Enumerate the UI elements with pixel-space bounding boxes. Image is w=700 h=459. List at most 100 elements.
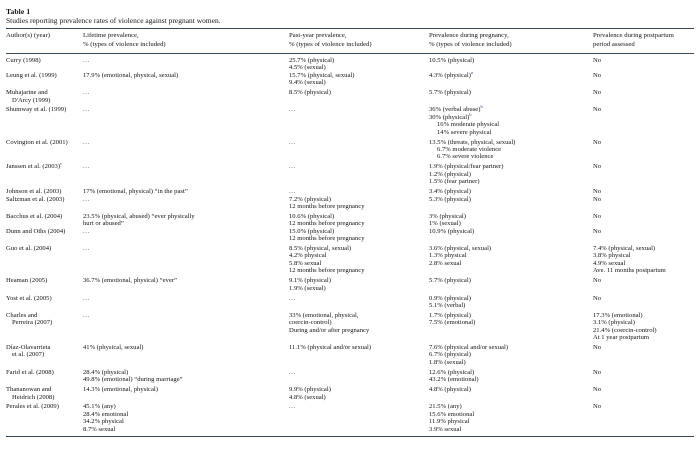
cell-lifetime-prevalence: ...: [83, 245, 289, 275]
cell-lifetime-prevalence: ...: [83, 228, 289, 243]
cell-author[interactable]: Heaman (2005): [6, 277, 83, 292]
author-citation[interactable]: Shumway et al. (1999): [6, 106, 67, 114]
cell-author[interactable]: Guo et al. (2004): [6, 245, 83, 275]
cell-pastyear-prevalence-line: 4.8% (sexual): [289, 393, 326, 401]
cell-author[interactable]: Thananowan and Heidrich (2008): [6, 386, 83, 401]
cell-pregnancy-prevalence: 10.5% (physical): [429, 53, 593, 72]
cell-pregnancy-prevalence-line: 10.5% (physical): [429, 56, 475, 64]
cell-lifetime-prevalence-line: 28.4% (physical): [83, 368, 129, 376]
author-citation[interactable]: Leung et al. (1999): [6, 71, 57, 79]
cell-author[interactable]: Saltzman et al. (2003): [6, 196, 83, 211]
author-citation[interactable]: Janssen et al. (2003)c: [6, 161, 63, 171]
column-header-postpartum-line1: Prevalence during postpartum: [593, 32, 674, 39]
cell-postpartum-prevalence: No: [593, 89, 694, 104]
author-citation[interactable]: Heaman (2005): [6, 277, 48, 285]
cell-pregnancy-prevalence-line: 1.2% (physical): [429, 170, 471, 178]
cell-pastyear-prevalence: 10.6% (physical) 12 months before pregnan…: [289, 213, 429, 228]
cell-pastyear-prevalence: 11.1% (physical and/or sexual): [289, 344, 429, 366]
cell-lifetime-prevalence-line: 17.9% (emotional, physical, sexual): [83, 71, 179, 79]
cell-author[interactable]: Leung et al. (1999): [6, 72, 83, 87]
cell-lifetime-prevalence: ...: [83, 89, 289, 104]
cell-postpartum-prevalence: No: [593, 106, 694, 136]
cell-author[interactable]: Muhajarine and D'Arcy (1999): [6, 89, 83, 104]
table-header-row: Author(s) (year) Lifetime prevalence, % …: [6, 28, 694, 54]
cell-lifetime-prevalence: ...: [83, 312, 289, 342]
cell-pastyear-prevalence: ...: [289, 106, 429, 136]
cell-pastyear-prevalence: 9.9% (physical) 4.8% (sexual): [289, 386, 429, 401]
cell-pregnancy-prevalence-line: 10.9% (physical): [429, 227, 475, 235]
column-header-lifetime-line1: Lifetime prevalence,: [83, 32, 139, 39]
cell-pastyear-prevalence-line: ...: [289, 138, 296, 146]
table-label: Table 1: [6, 7, 31, 16]
author-citation[interactable]: Muhajarine and: [6, 89, 48, 97]
author-citation-cont[interactable]: Perreira (2007): [12, 319, 53, 327]
author-citation[interactable]: Guo et al. (2004): [6, 245, 52, 253]
cell-author[interactable]: Janssen et al. (2003)c: [6, 161, 83, 185]
cell-pregnancy-prevalence-line: 1.5% (fear partner): [429, 178, 480, 186]
cell-author[interactable]: Shumway et al. (1999): [6, 106, 83, 136]
cell-pastyear-prevalence-line: ...: [289, 188, 296, 196]
cell-postpartum-prevalence: 7.4% (physical, sexual) 3.8% physical 4.9%…: [593, 245, 694, 275]
cell-pastyear-prevalence: ...: [289, 188, 429, 195]
cell-author[interactable]: Curry (1998): [6, 53, 83, 72]
cell-pastyear-prevalence: ...: [289, 403, 429, 437]
column-header-author-line1: Author(s) (year): [6, 32, 50, 39]
cell-postpartum-prevalence: No: [593, 295, 694, 310]
cell-author[interactable]: Covington et al. (2001): [6, 139, 83, 161]
cell-pregnancy-prevalence-line: 5.1% (verbal): [429, 301, 466, 309]
cell-postpartum-prevalence-line: No: [593, 89, 602, 97]
cell-lifetime-prevalence: ...: [83, 196, 289, 211]
table-row: Saltzman et al. (2003)... 7.2% (physical)…: [6, 196, 694, 211]
cell-pastyear-prevalence-line: ...: [289, 163, 296, 171]
author-citation[interactable]: Johnson et al. (2003): [6, 188, 62, 196]
cell-author[interactable]: Bacchus et al. (2004): [6, 213, 83, 228]
cell-pregnancy-prevalence-line: 3.9% sexual: [429, 425, 462, 433]
cell-pastyear-prevalence-line: ...: [289, 106, 296, 114]
author-citation[interactable]: Dunn and Oths (2004): [6, 227, 66, 235]
author-citation[interactable]: Thananowan and: [6, 386, 52, 394]
cell-author[interactable]: Farid et al. (2008): [6, 369, 83, 384]
cell-author[interactable]: Perales et al. (2009): [6, 403, 83, 437]
cell-postpartum-prevalence-line: 4.9% sexual: [593, 259, 626, 267]
table-row: Guo et al. (2004)... 8.5% (physical, sexu…: [6, 245, 694, 275]
footnote-marker: a: [470, 69, 473, 75]
cell-lifetime-prevalence-line: 45.1% (any): [83, 403, 116, 411]
cell-postpartum-prevalence-line: No: [593, 386, 602, 394]
cell-pastyear-prevalence: 9.1% (physical) 1.9% (sexual): [289, 277, 429, 292]
cell-author[interactable]: Yost et al. (2005): [6, 295, 83, 310]
cell-postpartum-prevalence-line: No: [593, 212, 602, 220]
cell-author[interactable]: Charles and Perreira (2007): [6, 312, 83, 342]
cell-pregnancy-prevalence-line: 16% moderate physical: [437, 121, 500, 129]
author-citation[interactable]: Bacchus et al. (2004): [6, 212, 63, 220]
cell-pastyear-prevalence: 33% (emotional, physical, coercin-control…: [289, 312, 429, 342]
cell-pregnancy-prevalence-line: 12.6% (physical): [429, 368, 475, 376]
cell-author[interactable]: Johnson et al. (2003): [6, 188, 83, 195]
cell-pregnancy-prevalence: 7.6% (physical and/or sexual) 6.7% (physi…: [429, 344, 593, 366]
cell-postpartum-prevalence-line: No: [593, 163, 602, 171]
cell-lifetime-prevalence-line: ...: [83, 163, 90, 171]
author-citation-cont[interactable]: D'Arcy (1999): [12, 96, 51, 104]
cell-author[interactable]: Dunn and Oths (2004): [6, 228, 83, 243]
cell-pastyear-prevalence: 8.5% (physical): [289, 89, 429, 104]
author-citation[interactable]: Díaz-Olavarrieta: [6, 344, 51, 352]
cell-postpartum-prevalence: No: [593, 403, 694, 437]
cell-pastyear-prevalence-line: 15.0% (physical): [289, 227, 335, 235]
author-citation[interactable]: Farid et al. (2008): [6, 368, 54, 376]
author-citation[interactable]: Charles and: [6, 311, 38, 319]
author-citation[interactable]: Yost et al. (2005): [6, 294, 52, 302]
author-citation-cont[interactable]: et al. (2007): [12, 351, 45, 359]
cell-postpartum-prevalence: No: [593, 72, 694, 87]
cell-lifetime-prevalence-line: ...: [83, 195, 90, 203]
column-header-postpartum-line2: period assessed: [593, 40, 635, 48]
cell-author[interactable]: Díaz-Olavarrieta et al. (2007): [6, 344, 83, 366]
column-header-postpartum: Prevalence during postpartum period asse…: [593, 29, 694, 54]
cell-lifetime-prevalence: ...: [83, 139, 289, 161]
author-citation[interactable]: Saltzman et al. (2003): [6, 195, 65, 203]
author-citation[interactable]: Covington et al. (2001): [6, 138, 68, 146]
author-citation-cont[interactable]: Heidrich (2008): [12, 393, 55, 401]
author-citation[interactable]: Curry (1998): [6, 56, 41, 64]
author-citation[interactable]: Perales et al. (2009): [6, 403, 59, 411]
cell-postpartum-prevalence-line: At 1 year postpartum: [593, 334, 650, 342]
column-header-pregnancy-line2: % (types of violence included): [429, 40, 512, 48]
table-caption: Studies reporting prevalence rates of vi…: [6, 16, 221, 25]
